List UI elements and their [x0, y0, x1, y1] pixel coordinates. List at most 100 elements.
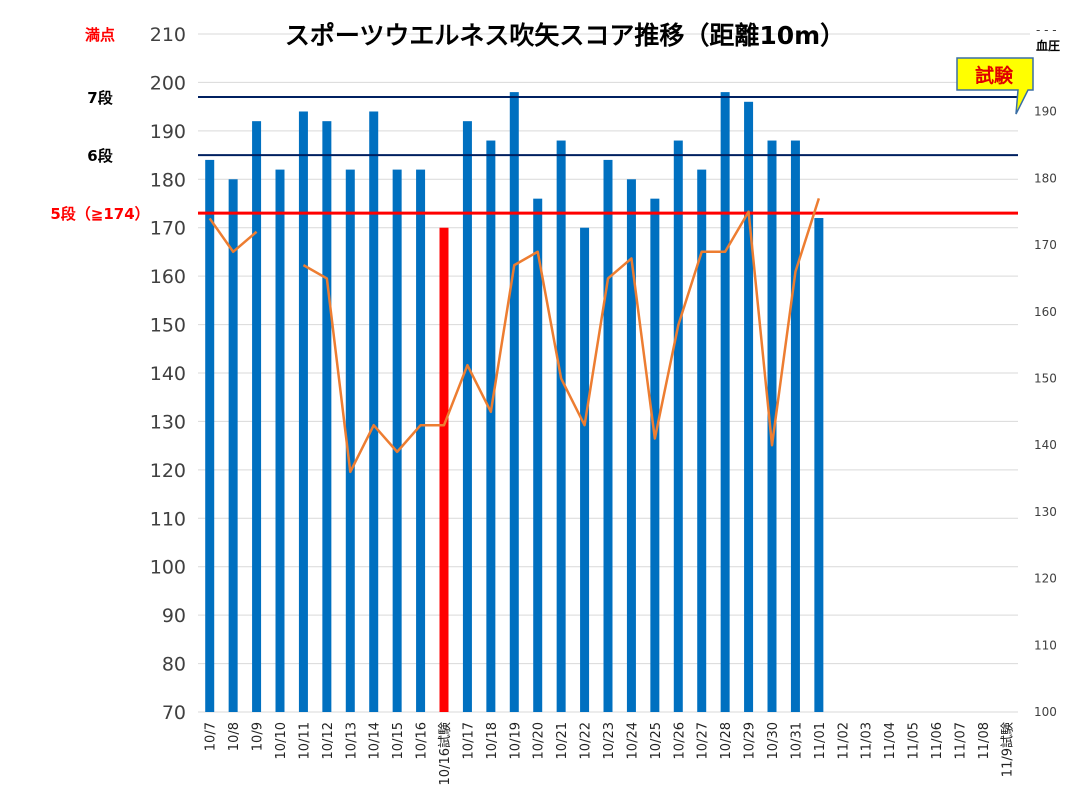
bar: [205, 159, 215, 712]
y-axis-left: 70 80 90 100 110 120 130 140 150 160 170 180 190 200 2…: [150, 24, 186, 724]
bar: [345, 169, 355, 713]
bar: [697, 169, 707, 713]
line-segment: [208, 217, 258, 254]
y-tick-label: 100: [150, 557, 186, 579]
x-tick-label: 11/04: [883, 722, 898, 759]
bar: [462, 121, 472, 712]
reference-label: 5段（≧174）: [50, 205, 149, 223]
x-tick-label: 10/25: [649, 722, 664, 759]
y-tick-label: 140: [150, 363, 186, 385]
x-tick-label: 10/16試験: [437, 722, 453, 785]
y2-tick-label: 190: [1034, 105, 1057, 119]
y2-tick-label: 170: [1034, 238, 1057, 252]
y-tick-label: 80: [162, 654, 186, 676]
x-tick-label: 11/9試験: [999, 722, 1015, 777]
x-tick-label: 10/22: [579, 722, 594, 759]
y-tick-label: 110: [150, 508, 186, 530]
y2-tick-label: 160: [1034, 305, 1057, 319]
reference-label: 6段: [87, 147, 112, 165]
x-tick-label: 10/27: [696, 722, 711, 759]
x-tick-label: 10/17: [461, 722, 476, 759]
bar: [392, 169, 402, 713]
bar: [533, 198, 543, 712]
y-tick-label: 170: [150, 218, 186, 240]
y2-tick-label: 100: [1034, 705, 1057, 719]
x-tick-label: 10/26: [672, 722, 687, 759]
bar: [603, 159, 613, 712]
bar: [814, 218, 824, 712]
y2-tick-label: 110: [1034, 638, 1057, 652]
x-tick-label: 10/24: [625, 722, 640, 759]
x-tick-label: 10/15: [391, 722, 406, 759]
chart-title: スポーツウエルネス吹矢スコア推移（距離10m）: [285, 21, 845, 50]
bar: [298, 111, 308, 712]
x-tick-label: 11/05: [907, 722, 922, 759]
line-segment: [302, 198, 821, 474]
reference-lines: [198, 95, 1018, 215]
x-tick-label: 10/18: [485, 722, 500, 759]
x-tick-label: 10/12: [321, 722, 336, 759]
exam-callout: 試験: [956, 57, 1034, 115]
x-tick-label: 11/06: [930, 722, 945, 759]
x-tick-label: 11/03: [860, 722, 875, 759]
y-tick-label: 130: [150, 411, 186, 433]
y2-tick-label: 130: [1034, 505, 1057, 519]
y-axis-right: 100 110 120 130 140 150 160 170 180 190 - - -: [1034, 23, 1057, 719]
x-tick-label: 10/8: [227, 722, 242, 751]
x-tick-label: 11/07: [953, 722, 968, 759]
reference-labels: 満点 7段 6段 5段（≧174）: [50, 26, 149, 223]
x-tick-label: 10/19: [508, 722, 523, 759]
y2-tick-label: - - -: [1036, 23, 1057, 37]
callout-text: 試験: [975, 64, 1014, 87]
bar: [744, 101, 754, 713]
x-axis: 10/7 10/8 10/9 10/10 10/11 10/12 10/13 10/14 10/…: [204, 722, 1016, 785]
x-tick-label: 10/21: [555, 722, 570, 759]
y-tick-label: 210: [150, 24, 186, 46]
y-tick-label: 150: [150, 315, 186, 337]
x-tick-label: 10/31: [789, 722, 804, 759]
x-tick-label: 10/30: [766, 722, 781, 759]
bar: [790, 140, 800, 713]
y-tick-label: 180: [150, 169, 186, 191]
y2-tick-label: 140: [1034, 438, 1057, 452]
bar: [252, 121, 262, 712]
x-tick-label: 10/11: [297, 722, 312, 759]
x-tick-label: 10/7: [204, 722, 219, 751]
x-tick-label: 10/20: [532, 722, 547, 759]
reference-label: 満点: [85, 26, 115, 44]
x-tick-label: 10/28: [719, 722, 734, 759]
bar: [322, 121, 332, 712]
y-tick-label: 70: [162, 702, 186, 724]
bar: [720, 92, 730, 713]
x-tick-label: 11/01: [813, 722, 828, 759]
bar: [580, 227, 590, 712]
y-tick-label: 120: [150, 460, 186, 482]
reference-label: 7段: [87, 89, 112, 107]
y2-tick-label: 150: [1034, 372, 1057, 386]
x-tick-label: 10/16: [415, 722, 430, 759]
callout-bubble: [956, 57, 1034, 115]
bar: [509, 92, 519, 713]
x-tick-label: 10/13: [344, 722, 359, 759]
y-tick-label: 90: [162, 605, 186, 627]
bar: [439, 227, 449, 712]
bar: [673, 140, 683, 713]
bar: [556, 140, 566, 713]
y-tick-label: 200: [150, 72, 186, 94]
y2-axis-label: 血圧: [1036, 38, 1060, 53]
y2-tick-label: 120: [1034, 572, 1057, 586]
bar: [369, 111, 379, 712]
y-tick-label: 160: [150, 266, 186, 288]
bar: [626, 179, 636, 713]
y-tick-label: 190: [150, 121, 186, 143]
bar: [228, 179, 238, 713]
x-tick-label: 11/08: [977, 722, 992, 759]
bar: [650, 198, 660, 712]
bar: [416, 169, 426, 713]
x-tick-label: 10/29: [743, 722, 758, 759]
bar: [275, 169, 285, 713]
x-tick-label: 10/9: [251, 722, 266, 751]
x-tick-label: 10/23: [602, 722, 617, 759]
x-tick-label: 10/10: [274, 722, 289, 759]
